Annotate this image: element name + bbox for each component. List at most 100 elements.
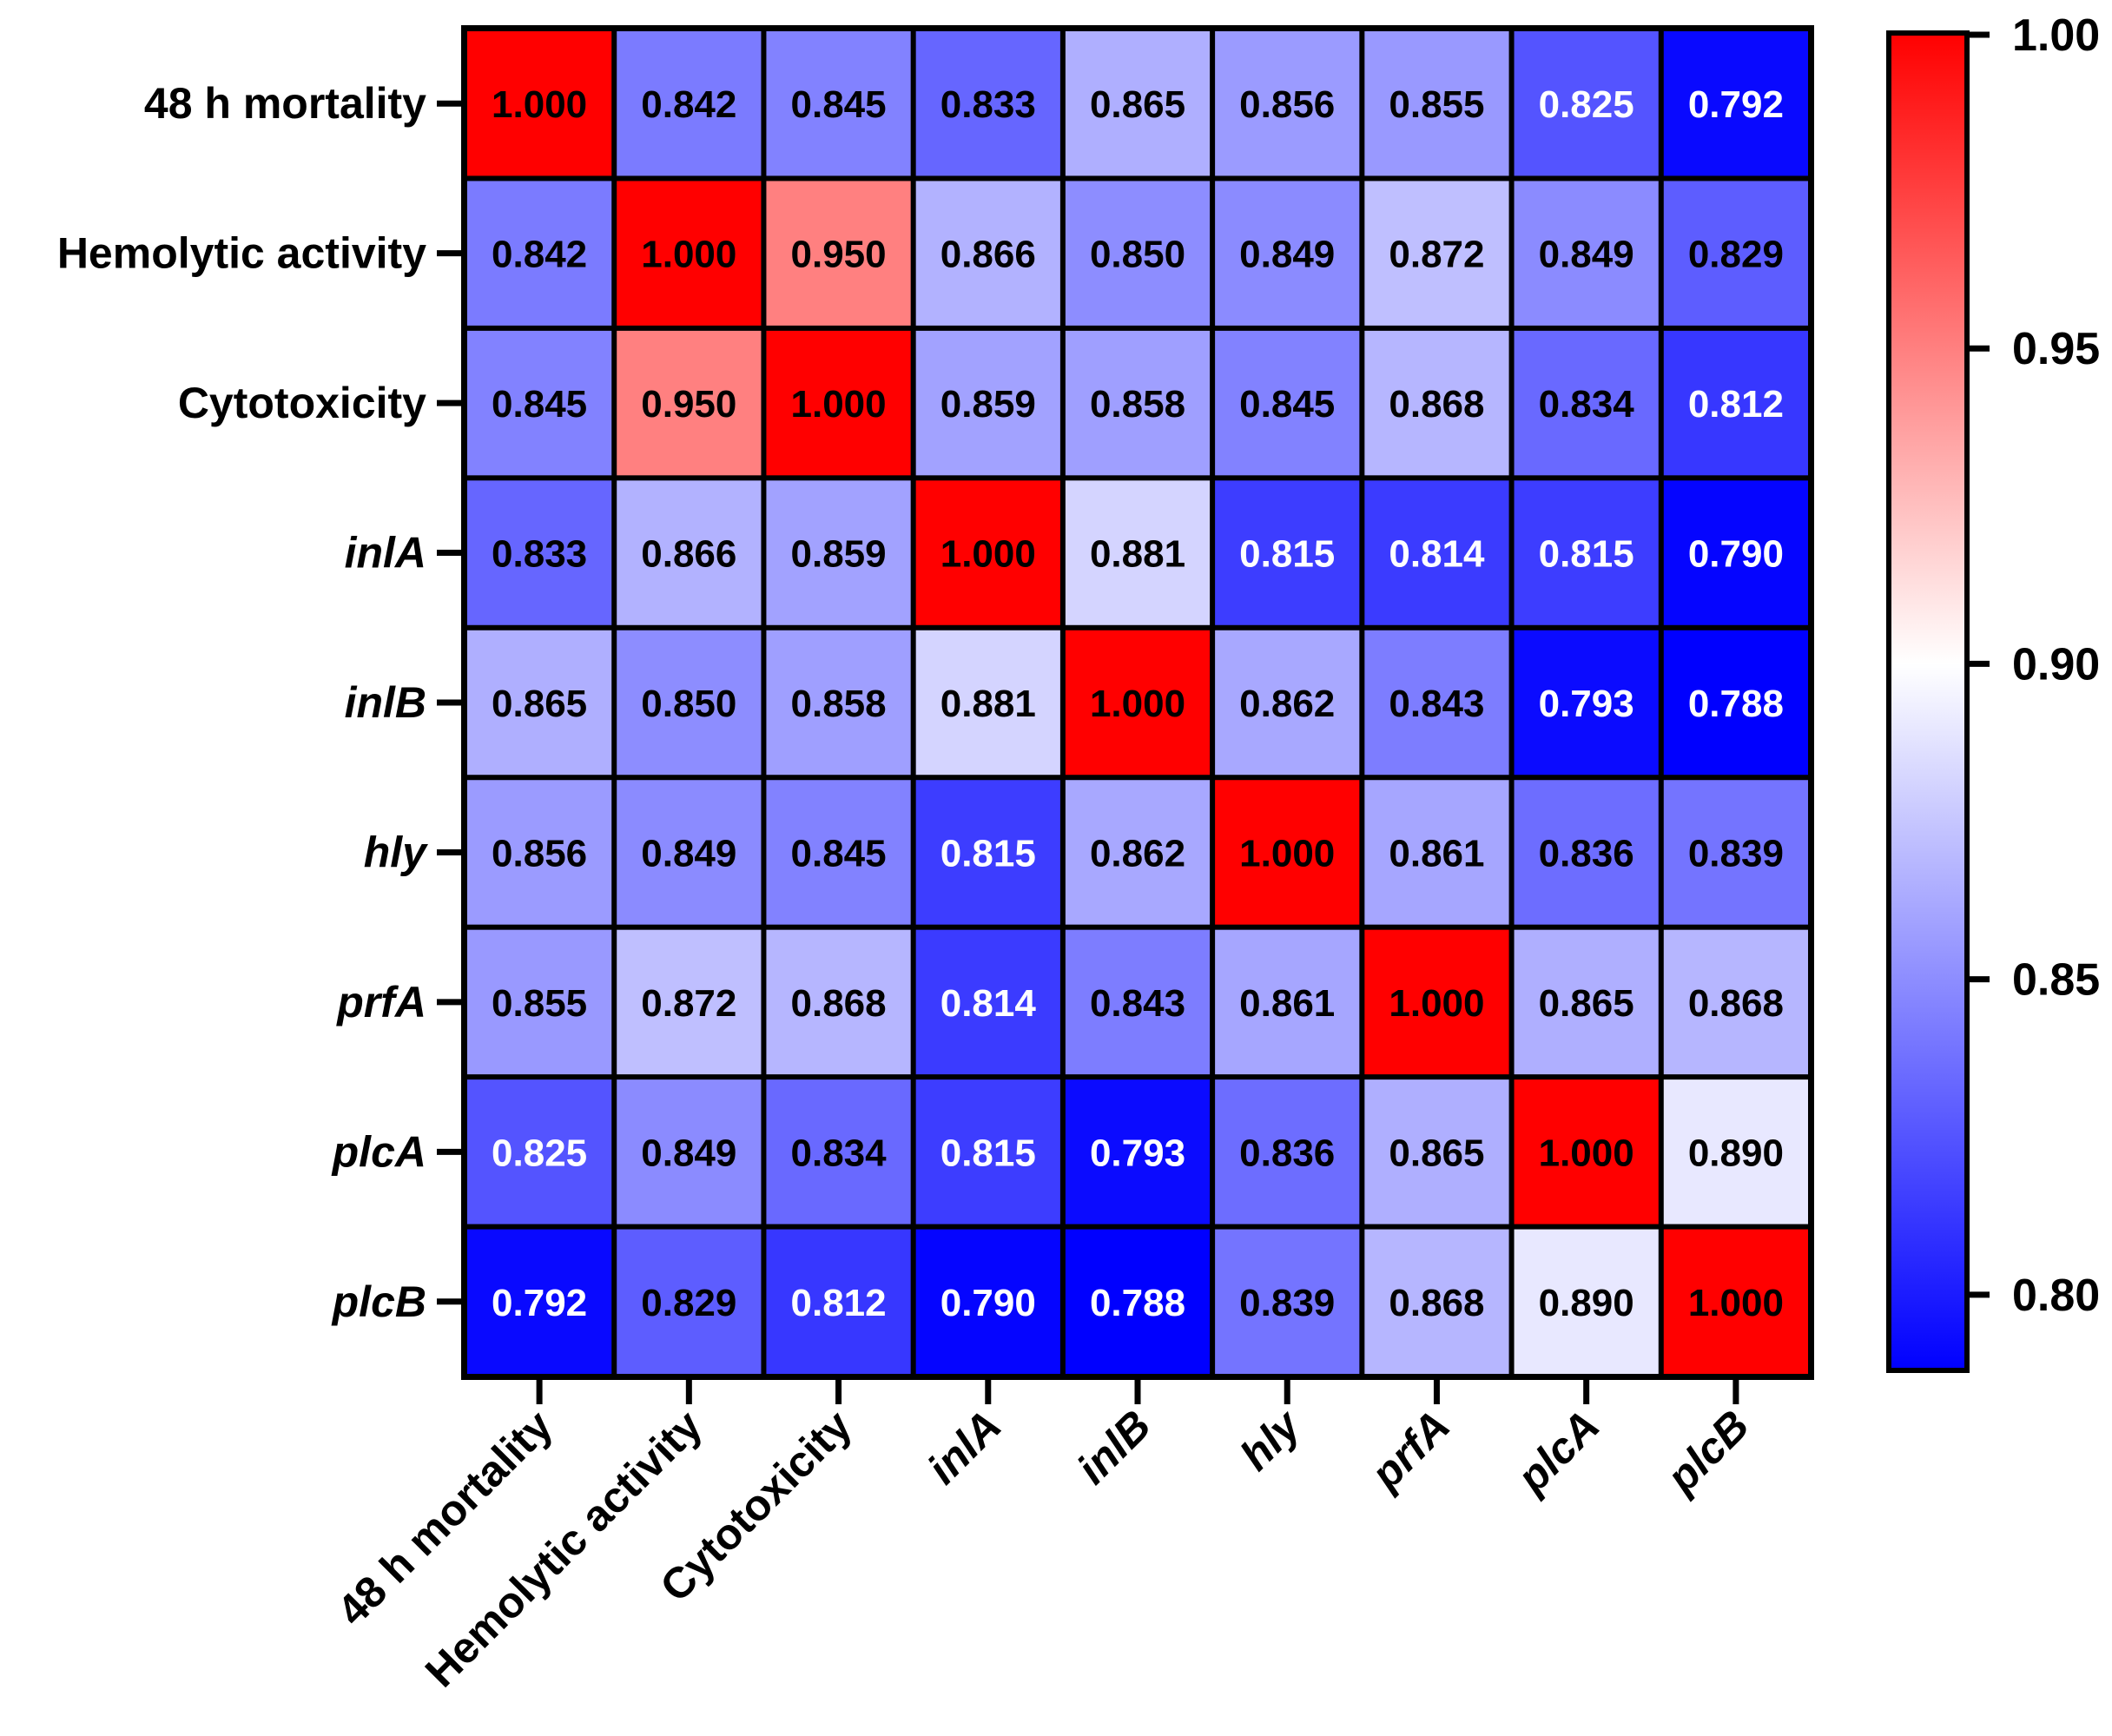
- heatmap-cell: [617, 630, 762, 776]
- cell-value-label: 0.815: [940, 1132, 1036, 1174]
- heatmap-cell: [1215, 181, 1360, 326]
- heatmap-cell: [1663, 780, 1808, 925]
- heatmap-cell: [1065, 31, 1211, 176]
- cell-value-label: 0.829: [1688, 234, 1784, 276]
- heatmap-cell: [766, 181, 911, 326]
- cell-value-label: 0.833: [940, 83, 1036, 126]
- heatmap-cell: [467, 1079, 612, 1224]
- heatmap-cell: [915, 480, 1060, 625]
- heatmap-cell: [1663, 330, 1808, 476]
- x-label-prfa: prfA: [1361, 1401, 1460, 1500]
- cell-value-label: 0.793: [1090, 1132, 1185, 1174]
- heatmap-cell: [766, 1079, 911, 1224]
- x-label-hemolytic-activity: Hemolytic activity: [416, 1401, 711, 1696]
- heatmap-cell: [1215, 929, 1360, 1075]
- cell-value-label: 1.000: [492, 83, 587, 126]
- y-label-inla: inlA: [345, 529, 426, 578]
- cell-value-label: 0.862: [1239, 683, 1335, 725]
- cell-value-label: 0.834: [791, 1132, 888, 1174]
- heatmap-cell: [1663, 480, 1808, 625]
- heatmap-cell: [467, 480, 612, 625]
- heatmap-cell: [1663, 1079, 1808, 1224]
- cell-value-label: 0.812: [791, 1282, 887, 1324]
- cell-value-label: 0.790: [1688, 533, 1784, 576]
- heatmap-cell: [1364, 330, 1509, 476]
- heatmap-cell: [467, 1229, 612, 1374]
- cell-value-label: 0.845: [791, 832, 887, 875]
- cell-value-label: 0.836: [1239, 1132, 1335, 1174]
- heatmap-cell: [1364, 1229, 1509, 1374]
- heatmap-cell: [1364, 780, 1509, 925]
- cell-value-label: 0.859: [791, 533, 887, 576]
- heatmap-cells: [461, 25, 1814, 1380]
- cell-value-label: 0.815: [1239, 533, 1335, 576]
- cell-value-label: 0.858: [791, 683, 887, 725]
- cell-value-label: 0.849: [1239, 234, 1335, 276]
- heatmap-cell-labels: 1.000 0.842 0.845 0.833 0.865 0.856 0.855 0.825…: [492, 83, 1784, 1324]
- heatmap-cell: [617, 1229, 762, 1374]
- cell-value-label: 0.866: [641, 533, 736, 576]
- heatmap-cell: [617, 31, 762, 176]
- cell-value-label: 0.855: [492, 982, 587, 1025]
- y-label-hly: hly: [364, 828, 428, 876]
- heatmap-cell: [1364, 630, 1509, 776]
- cell-value-label: 0.890: [1688, 1132, 1784, 1174]
- cell-value-label: 0.839: [1688, 832, 1784, 875]
- heatmap-cell: [915, 630, 1060, 776]
- cell-value-label: 0.845: [791, 83, 887, 126]
- y-label-plcb: plcB: [331, 1277, 426, 1326]
- heatmap-cell: [1514, 1079, 1659, 1224]
- colorbar-gradient: [1886, 30, 1970, 1373]
- cell-value-label: 0.868: [1389, 383, 1484, 426]
- heatmap-cell: [766, 330, 911, 476]
- cell-value-label: 0.881: [940, 683, 1036, 725]
- heatmap-cell: [1663, 31, 1808, 176]
- heatmap-cell: [1364, 31, 1509, 176]
- heatmap-cell: [1065, 181, 1211, 326]
- cell-value-label: 0.843: [1090, 982, 1185, 1025]
- cell-value-label: 0.788: [1688, 683, 1784, 725]
- cell-value-label: 0.865: [1090, 83, 1185, 126]
- y-label-plca: plcA: [331, 1127, 426, 1176]
- heatmap-cell: [766, 480, 911, 625]
- heatmap-cell: [1215, 31, 1360, 176]
- heatmap-cell: [617, 780, 762, 925]
- heatmap-cell: [766, 1229, 911, 1374]
- heatmap-cell: [766, 31, 911, 176]
- cell-value-label: 0.788: [1090, 1282, 1185, 1324]
- cell-value-label: 0.881: [1090, 533, 1185, 576]
- x-label-plcb: plcB: [1656, 1401, 1759, 1503]
- x-label-hly: hly: [1231, 1400, 1310, 1480]
- cell-value-label: 0.833: [492, 533, 587, 576]
- cell-value-label: 1.000: [1539, 1132, 1634, 1174]
- heatmap-cell: [1364, 929, 1509, 1075]
- heatmap-cell: [1215, 780, 1360, 925]
- cell-value-label: 0.856: [492, 832, 587, 875]
- cell-value-label: 0.850: [641, 683, 736, 725]
- cell-value-label: 0.842: [641, 83, 736, 126]
- heatmap-cell: [915, 31, 1060, 176]
- cell-value-label: 0.843: [1389, 683, 1484, 725]
- y-label-48-h-mortality: 48 h mortality: [144, 79, 426, 128]
- heatmap-cell: [617, 330, 762, 476]
- heatmap-cell: [1215, 1229, 1360, 1374]
- y-label-cytotoxicity: Cytotoxicity: [178, 379, 426, 427]
- cell-value-label: 0.814: [940, 982, 1037, 1025]
- x-label-inla: inlA: [918, 1401, 1010, 1493]
- heatmap-cell: [1065, 480, 1211, 625]
- cell-value-label: 0.836: [1539, 832, 1634, 875]
- cell-value-label: 0.814: [1389, 533, 1485, 576]
- heatmap-cell: [467, 330, 612, 476]
- colorbar-tick-label: 0.80: [2012, 1271, 2100, 1321]
- heatmap-cell: [766, 929, 911, 1075]
- cell-value-label: 1.000: [1239, 832, 1335, 875]
- cell-value-label: 0.862: [1090, 832, 1185, 875]
- heatmap-cell: [1364, 480, 1509, 625]
- heatmap-cell: [1065, 630, 1211, 776]
- cell-value-label: 0.850: [1090, 234, 1185, 276]
- heatmap-cell: [1514, 630, 1659, 776]
- heatmap-cell: [915, 780, 1060, 925]
- cell-value-label: 1.000: [1090, 683, 1185, 725]
- heatmap-cell: [467, 181, 612, 326]
